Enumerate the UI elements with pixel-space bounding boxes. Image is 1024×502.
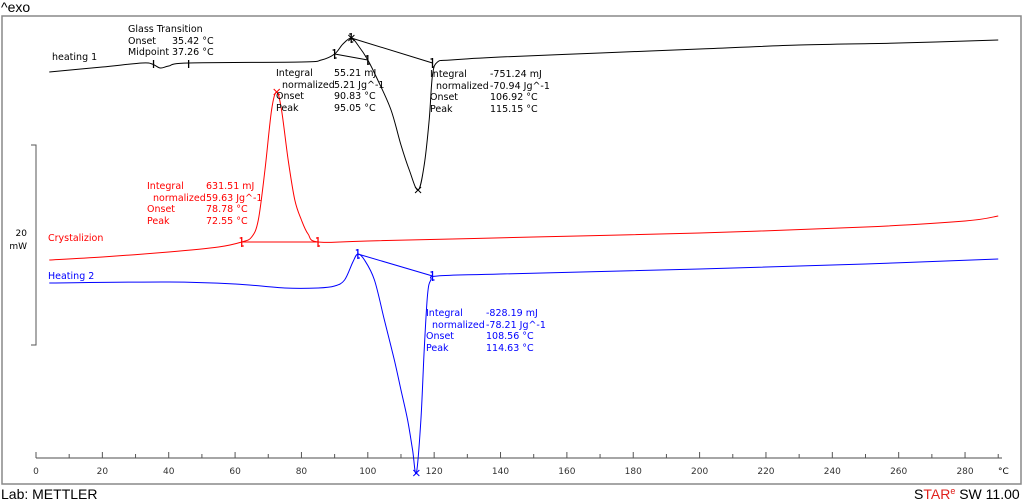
gt-onset-value: 35.42 °C (172, 36, 214, 47)
plot-frame (1, 15, 1022, 485)
scale-bar-unit: mW (9, 242, 27, 252)
x-tick-label: 40 (163, 467, 175, 477)
series-label-crystallization: Crystalizion (48, 233, 103, 244)
value: 55.21 mJ (334, 68, 376, 79)
h1-peak1-annotation: Integral 55.21 mJ normalized 5.21 Jg^-1 … (276, 68, 384, 114)
x-tick-label: 220 (757, 467, 774, 477)
software-version-number: SW 11.00 (955, 486, 1020, 502)
label: Integral (430, 69, 467, 80)
value: -828.19 mJ (486, 308, 538, 319)
value: 78.78 °C (206, 204, 248, 215)
x-tick-label: 140 (492, 467, 509, 477)
peak-marker (412, 469, 420, 477)
label: Peak (276, 103, 299, 114)
limit-marker (365, 55, 370, 65)
x-tick-label: 100 (359, 467, 376, 477)
x-tick-label: 200 (691, 467, 708, 477)
software-star: STAR (914, 486, 950, 502)
x-tick-label: 240 (824, 467, 841, 477)
x-tick-label: 60 (229, 467, 241, 477)
label: Onset (147, 204, 175, 215)
limit-marker (355, 249, 360, 259)
curves (49, 33, 999, 477)
label: normalized (282, 80, 335, 91)
x-tick-label: 20 (97, 467, 109, 477)
peak-marker (273, 88, 281, 96)
value: -78.21 Jg^-1 (486, 320, 546, 331)
peak-marker (348, 34, 355, 42)
x-tick-label: 0 (33, 467, 39, 477)
x-tick-label: 160 (558, 467, 575, 477)
h1-peak2-annotation: Integral -751.24 mJ normalized -70.94 Jg… (430, 69, 550, 115)
limit-marker (332, 49, 337, 59)
series-label-heating-2: Heating 2 (48, 271, 94, 282)
exo-label: ^exo (1, 0, 30, 15)
value: 90.83 °C (334, 91, 376, 102)
peak-marker (414, 186, 422, 194)
gt-midpoint-label: Midpoint (128, 47, 169, 58)
integration-baseline (357, 253, 433, 277)
scale-bar (31, 144, 37, 346)
value: -751.24 mJ (490, 69, 542, 80)
label: Onset (426, 331, 454, 342)
lab-label: Lab: METTLER (1, 486, 97, 502)
limit-marker (430, 58, 435, 68)
label: Peak (430, 104, 453, 115)
label: Integral (147, 181, 184, 192)
x-tick-label: 180 (625, 467, 642, 477)
x-tick-label: 260 (890, 467, 907, 477)
label: Integral (276, 68, 313, 79)
integration-baseline (334, 53, 368, 61)
series-0 (49, 33, 999, 194)
gt-title: Glass Transition (128, 24, 203, 35)
x-ticks: 0 20 40 60 80 100 120 140 160 180 200 220 240 260 280 (33, 452, 999, 477)
label: Peak (426, 343, 449, 354)
series-label-heating-1: heating 1 (52, 52, 97, 63)
x-tick-label: 280 (956, 467, 973, 477)
heating-2-annotation: Integral -828.19 mJ normalized -78.21 Jg… (426, 308, 546, 354)
gt-onset-label: Onset (128, 36, 156, 47)
label: normalized (432, 320, 485, 331)
value: 108.56 °C (486, 331, 534, 342)
value: 95.05 °C (334, 103, 376, 114)
value: 106.92 °C (490, 92, 538, 103)
limit-marker (430, 271, 435, 281)
label: Integral (426, 308, 463, 319)
gt-midpoint-value: 37.26 °C (172, 47, 214, 58)
value: 59.63 Jg^-1 (206, 193, 262, 204)
series-1 (49, 88, 999, 261)
value: 72.55 °C (206, 216, 248, 227)
crystallization-annotation: Integral 631.51 mJ normalized 59.63 Jg^-… (147, 181, 262, 227)
software-version: STARe SW 11.00 (914, 486, 1020, 502)
value: -70.94 Jg^-1 (490, 81, 550, 92)
series-line (49, 37, 999, 191)
software-e: e (950, 486, 955, 496)
label: Onset (276, 91, 304, 102)
scale-bar-value: 20 (16, 229, 28, 239)
x-axis-unit: °C (998, 467, 1009, 477)
value: 114.63 °C (486, 343, 534, 354)
value: 631.51 mJ (206, 181, 254, 192)
series-2 (49, 249, 999, 477)
x-tick-label: 120 (426, 467, 443, 477)
limit-marker (239, 237, 244, 247)
integration-baseline (351, 37, 433, 64)
label: Peak (147, 216, 170, 227)
series-line (49, 253, 999, 475)
label: normalized (436, 81, 489, 92)
label: normalized (153, 193, 206, 204)
series-line (49, 91, 999, 261)
glass-transition-annotation: Glass Transition Onset 35.42 °C Midpoint… (128, 24, 214, 58)
x-tick-label: 80 (296, 467, 308, 477)
value: 5.21 Jg^-1 (334, 80, 384, 91)
limit-marker (316, 237, 321, 247)
value: 115.15 °C (490, 104, 538, 115)
label: Onset (430, 92, 458, 103)
